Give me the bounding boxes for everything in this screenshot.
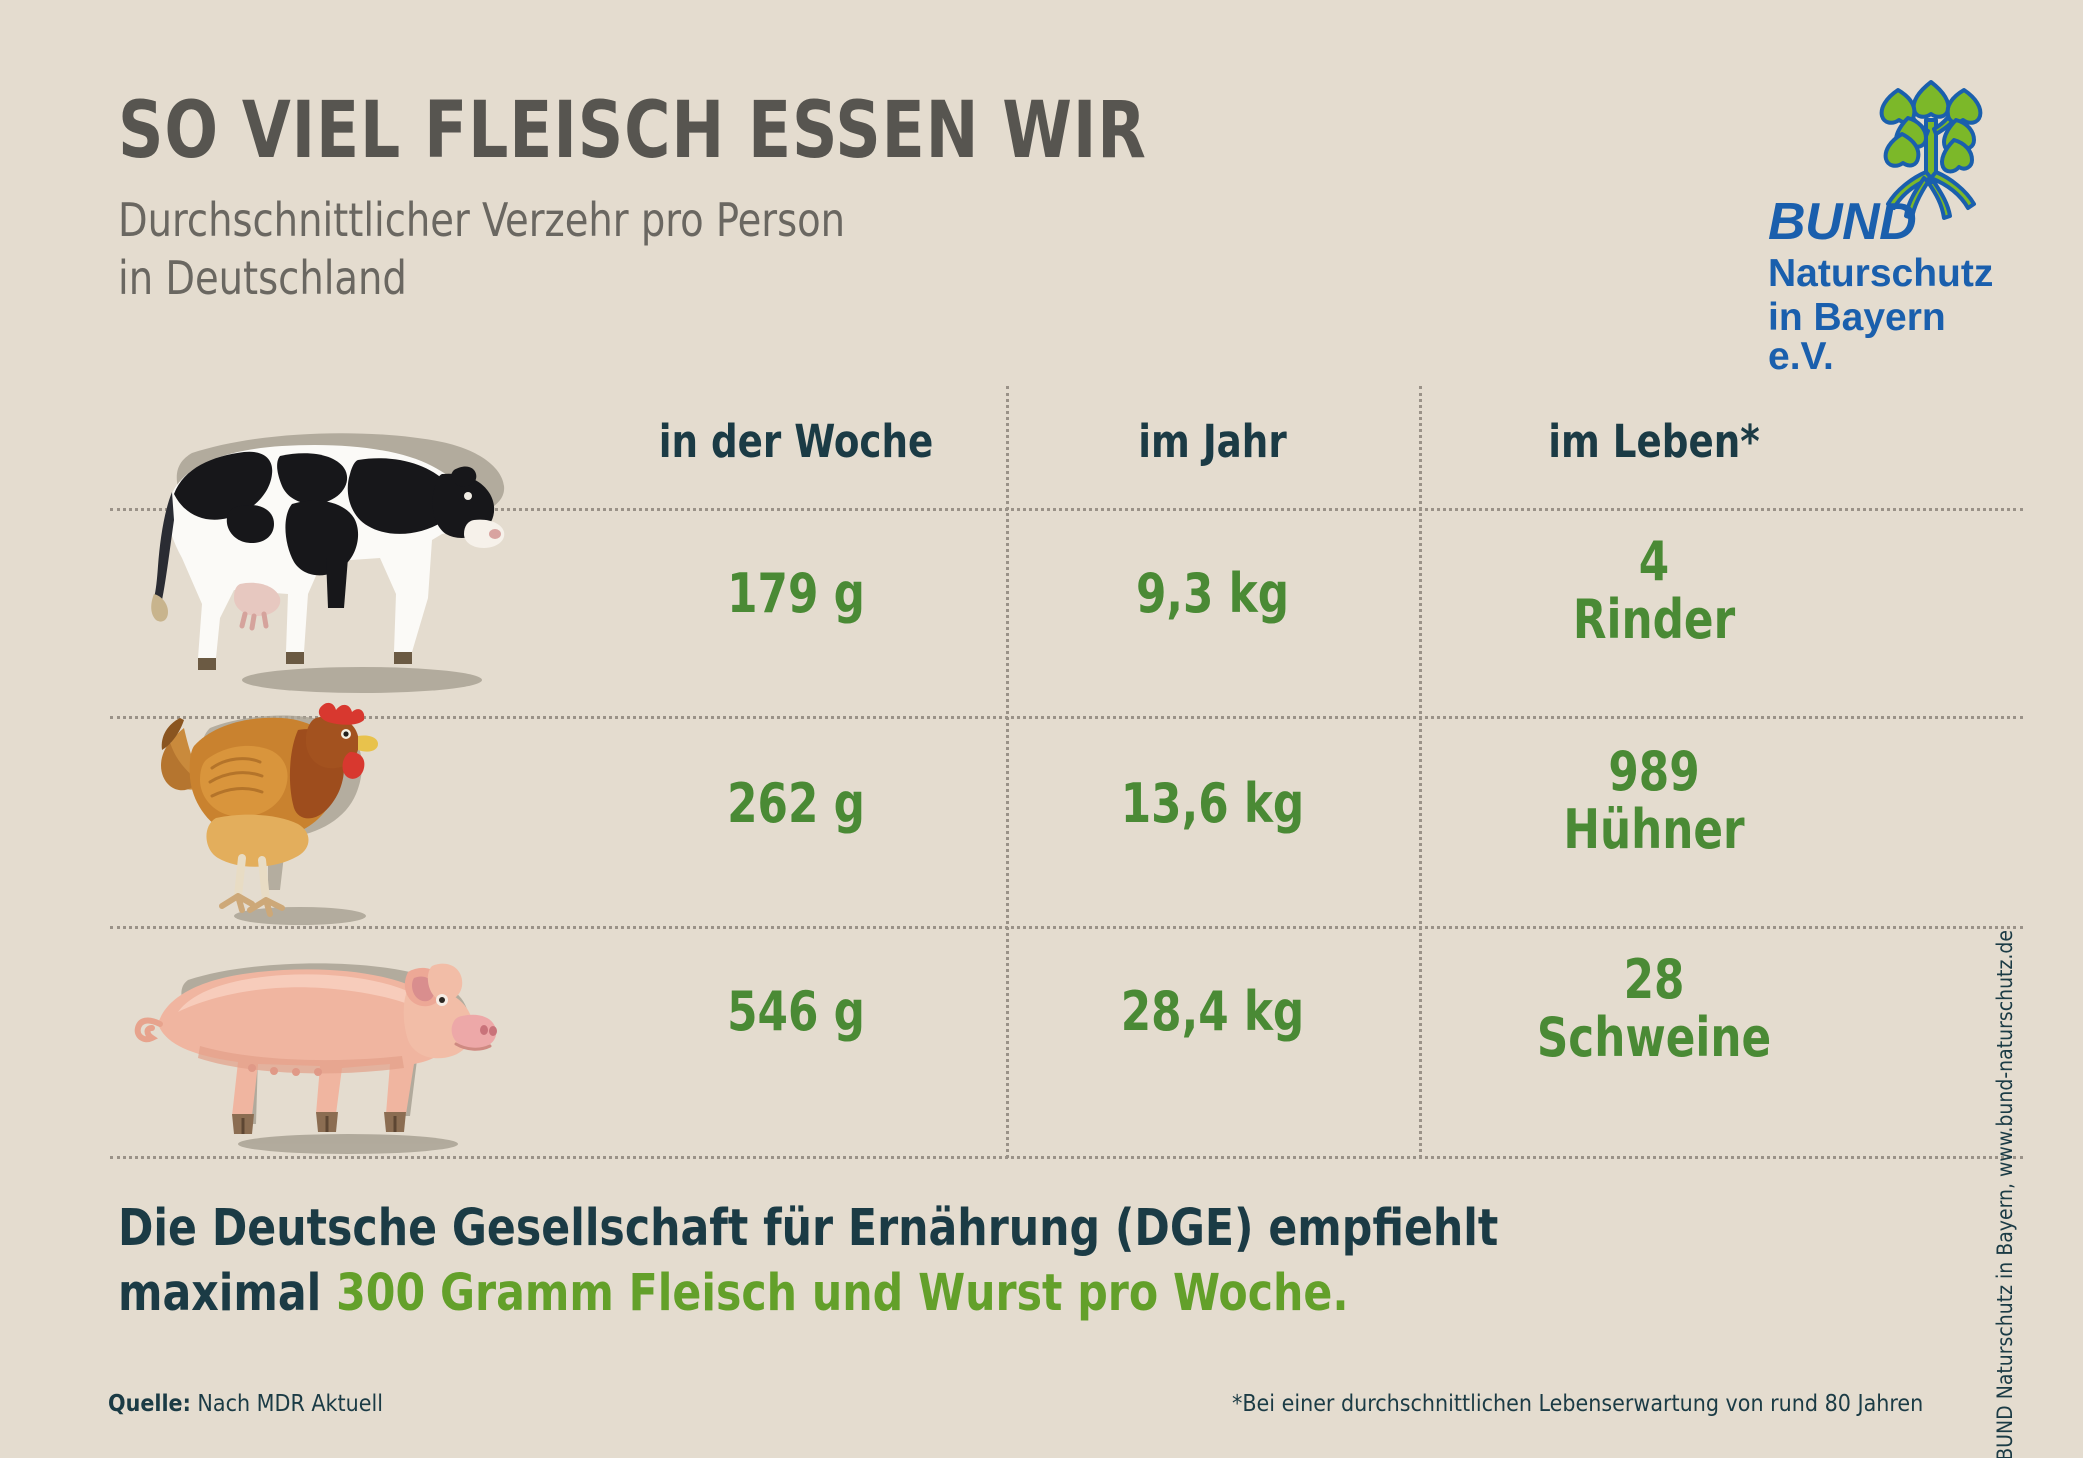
cell-pig-lifetime: 28 Schweine: [1443, 948, 1866, 1070]
column-header-week: in der Woche: [658, 415, 934, 468]
cell-cow-lifetime-unit: Rinder: [1572, 588, 1736, 652]
recommendation-line-2-prefix: maximal: [118, 1264, 337, 1324]
cell-cow-lifetime-number: 4: [1638, 530, 1670, 593]
page-title: SO VIEL FLEISCH ESSEN WIR: [118, 86, 1147, 176]
chicken-icon: [150, 700, 480, 930]
cell-chicken-lifetime: 989 Hühner: [1443, 740, 1866, 862]
bund-logo[interactable]: BUND Naturschutz in Bayern e.V.: [1768, 78, 2018, 376]
header: SO VIEL FLEISCH ESSEN WIR Durchschnittli…: [118, 92, 1618, 307]
cell-pig-week: 546 g: [727, 980, 865, 1043]
logo-brand: BUND: [1768, 193, 1917, 251]
cell-cow-year: 9,3 kg: [1135, 562, 1290, 625]
cell-cow-week: 179 g: [727, 562, 865, 625]
footnote: *Bei einer durchschnittlichen Lebenserwa…: [1232, 1391, 1924, 1417]
grid-hline-header: [110, 508, 2023, 511]
cell-chicken-year: 13,6 kg: [1120, 772, 1305, 835]
pig-icon: [118, 938, 518, 1168]
recommendation-line-1: Die Deutsche Gesellschaft für Ernährung …: [118, 1199, 1499, 1258]
grid-hline-row1: [110, 716, 2023, 719]
cell-chicken-week: 262 g: [727, 772, 865, 835]
cow-icon: [112, 408, 532, 708]
cell-chicken-lifetime-unit: Hühner: [1563, 798, 1745, 862]
copyright-notice: ©BUND Naturschutz in Bayern, www.bund-na…: [1993, 930, 2017, 1458]
tree-icon: [1856, 78, 2006, 230]
recommendation-text: Die Deutsche Gesellschaft für Ernährung …: [118, 1196, 1653, 1327]
grid-hline-row2: [110, 926, 2023, 929]
cell-pig-lifetime-unit: Schweine: [1536, 1006, 1772, 1070]
grid-hline-row3: [110, 1156, 2023, 1159]
column-header-year: im Jahr: [1138, 415, 1287, 468]
cell-pig-lifetime-number: 28: [1623, 948, 1685, 1011]
column-header-lifetime: im Leben*: [1548, 415, 1760, 468]
grid-vline-1: [1006, 386, 1009, 1158]
cell-pig-year: 28,4 kg: [1120, 980, 1305, 1043]
recommendation-line-2: maximal 300 Gramm Fleisch und Wurst pro …: [118, 1261, 1653, 1326]
logo-line-3: in Bayern e.V.: [1768, 296, 1946, 378]
logo-line-2: Naturschutz: [1768, 252, 1994, 295]
cell-chicken-lifetime-number: 989: [1608, 740, 1700, 803]
page-subtitle: Durchschnittlicher Verzehr pro Person in…: [118, 192, 1513, 307]
subtitle-line-2: in Deutschland: [118, 250, 407, 305]
subtitle-line-1: Durchschnittlicher Verzehr pro Person: [118, 193, 846, 247]
source-note: Quelle: Nach MDR Aktuell: [108, 1391, 383, 1417]
source-value: Nach MDR Aktuell: [190, 1391, 383, 1417]
source-label: Quelle:: [108, 1391, 191, 1417]
grid-vline-2: [1419, 386, 1422, 1158]
cell-cow-lifetime: 4 Rinder: [1443, 530, 1866, 652]
recommendation-highlight: 300 Gramm Fleisch und Wurst pro Woche.: [336, 1264, 1349, 1324]
